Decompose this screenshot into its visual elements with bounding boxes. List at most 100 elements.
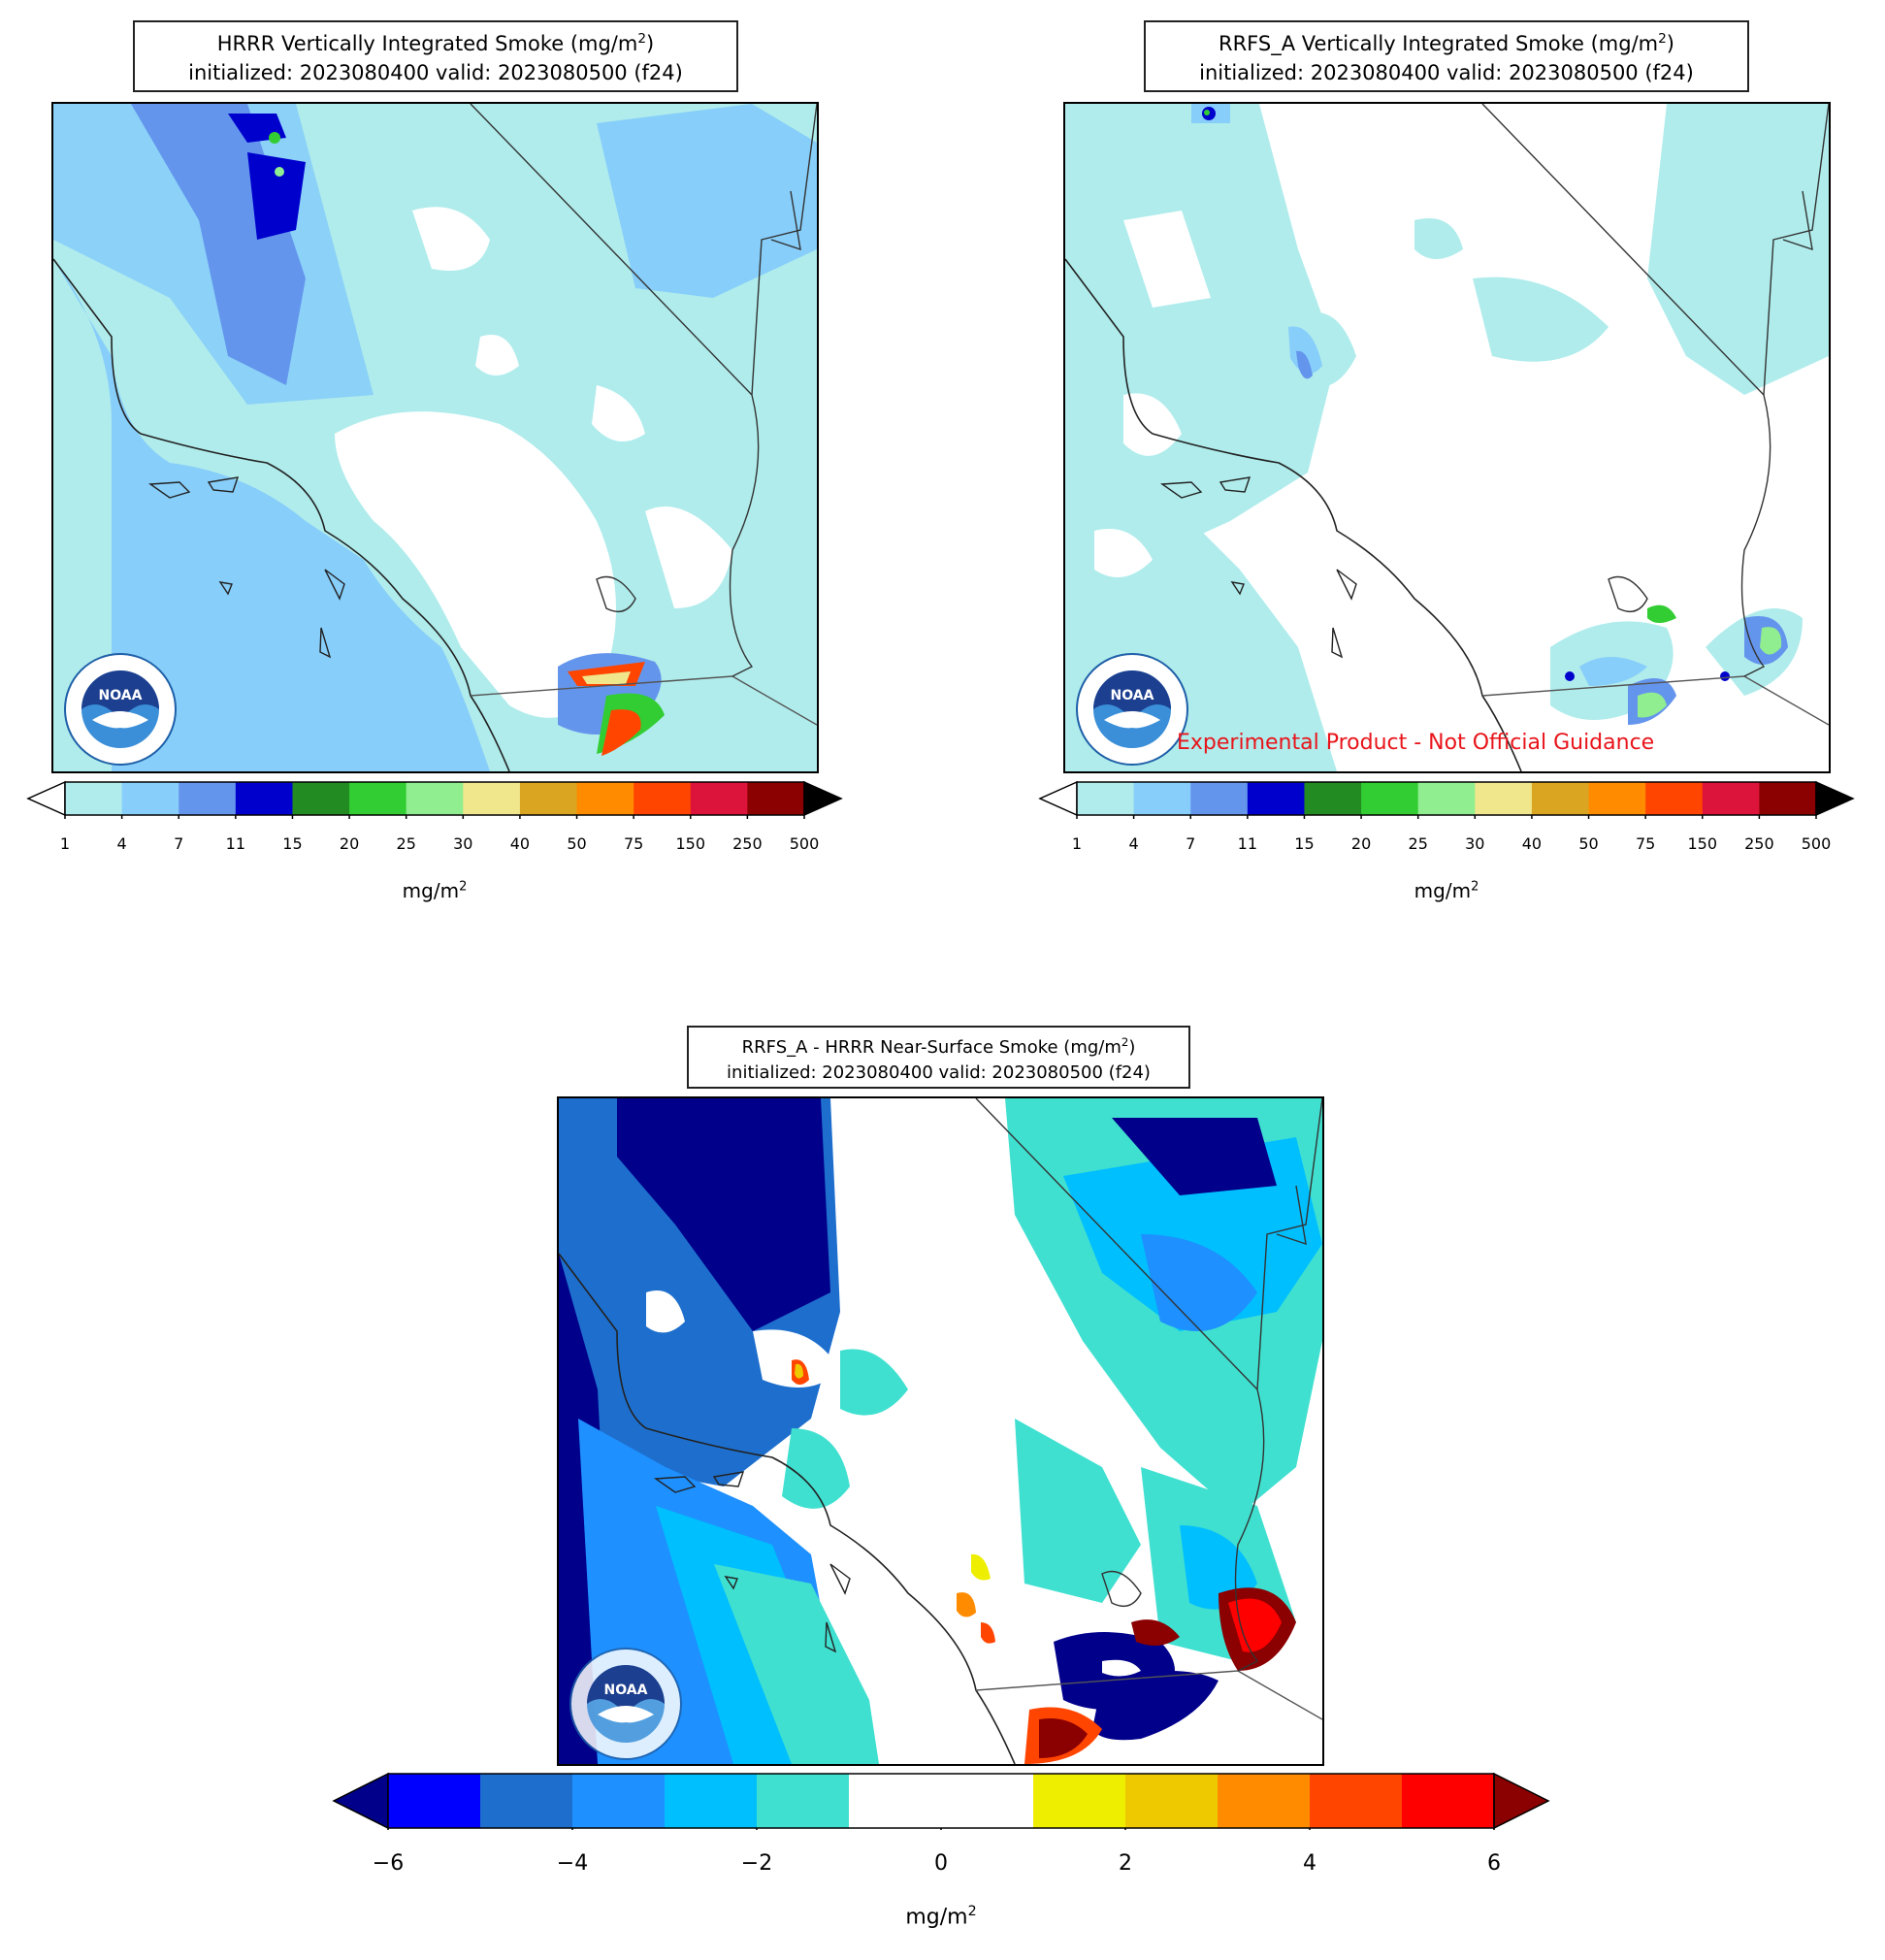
rrfs-unit-sup: 2 xyxy=(1471,879,1479,895)
colorbar-segment xyxy=(463,782,521,815)
colorbar-tick-label: 1 xyxy=(59,834,71,853)
colorbar-tick-label: 50 xyxy=(567,834,587,853)
colorbar-tick-label: 4 xyxy=(1128,834,1139,853)
colorbar-over-arrow xyxy=(1493,1772,1550,1830)
colorbar-frame xyxy=(1076,781,1817,816)
colorbar-segment xyxy=(1133,782,1191,815)
colorbar-segment xyxy=(1475,782,1533,815)
rrfs-colorbar xyxy=(1036,780,1856,821)
colorbar-segment xyxy=(349,782,407,815)
colorbar-segment xyxy=(480,1774,573,1828)
hrrr-ne-smoke xyxy=(597,104,817,298)
colorbar-tick-label: 15 xyxy=(282,834,303,853)
colorbar-tick-label: 40 xyxy=(509,834,531,853)
rrfs-colorbar-unit: mg/m2 xyxy=(1414,879,1479,902)
colorbar-tick-label: 30 xyxy=(1465,834,1485,853)
diff-map-canvas xyxy=(559,1098,1322,1764)
hrrr-noaa-logo: NOAA xyxy=(63,652,178,767)
colorbar-frame xyxy=(64,781,805,816)
diff-coastline xyxy=(559,1253,1016,1764)
diff-colorbar xyxy=(330,1772,1552,1836)
noaa-logo-text: NOAA xyxy=(604,1682,648,1698)
colorbar-segment xyxy=(1702,782,1760,815)
hrrr-unit-text: mg/m xyxy=(402,879,460,902)
colorbar-tick-label: 150 xyxy=(675,834,706,853)
rrfs-channel-islands xyxy=(1159,476,1251,499)
colorbar-segment xyxy=(1645,782,1704,815)
hrrr-border-mexico xyxy=(470,675,733,697)
diff-title-close: ) xyxy=(1128,1037,1136,1058)
rrfs-noaa-logo: NOAA xyxy=(1075,652,1189,767)
colorbar-segment xyxy=(179,782,237,815)
colorbar-segment xyxy=(1033,1774,1126,1828)
colorbar-over-arrow xyxy=(803,780,843,817)
hrrr-state-border xyxy=(470,104,753,396)
colorbar-segment xyxy=(1304,782,1362,815)
colorbar-tick-label: 50 xyxy=(1578,834,1599,853)
colorbar-tick-label: 500 xyxy=(789,834,820,853)
rrfs-state-border xyxy=(1481,104,1765,396)
colorbar-tick-label: 20 xyxy=(1350,834,1372,853)
hrrr-colorbar-unit: mg/m2 xyxy=(403,879,468,902)
colorbar-tick-label: 30 xyxy=(453,834,473,853)
colorbar-segment xyxy=(1247,782,1305,815)
noaa-logo-text: NOAA xyxy=(99,688,143,703)
colorbar-segment xyxy=(941,1774,1034,1828)
diff-title: RRFS_A - HRRR Near-Surface Smoke (mg/m2)… xyxy=(687,1026,1190,1089)
colorbar-tick-label: 6 xyxy=(1487,1851,1501,1876)
rrfs-title-close: ) xyxy=(1666,32,1674,55)
rrfs-salton-sea xyxy=(1608,575,1648,612)
diff-unit-text: mg/m xyxy=(905,1905,968,1930)
colorbar-under-arrow xyxy=(26,780,66,817)
colorbar-tick-label: 15 xyxy=(1294,834,1315,853)
hrrr-title-line1: HRRR Vertically Integrated Smoke (mg/m xyxy=(216,32,638,55)
colorbar-segment xyxy=(65,782,123,815)
colorbar-under-arrow xyxy=(332,1772,389,1830)
rrfs-border-mexico xyxy=(1481,675,1745,697)
hrrr-title-sup: 2 xyxy=(637,31,647,47)
colorbar-tick-label: 11 xyxy=(225,834,246,853)
colorbar-segment xyxy=(572,1774,666,1828)
colorbar-tick-label: 40 xyxy=(1521,834,1543,853)
colorbar-tick-label: 4 xyxy=(116,834,127,853)
rrfs-title-line2: initialized: 2023080400 valid: 202308050… xyxy=(1199,61,1694,84)
experimental-disclaimer: Experimental Product - Not Official Guid… xyxy=(1177,731,1655,755)
hrrr-colorbar-graphic xyxy=(26,780,843,821)
hrrr-salton-sea xyxy=(596,575,636,612)
colorbar-segment xyxy=(665,1774,758,1828)
colorbar-segment xyxy=(1402,1774,1495,1828)
colorbar-segment xyxy=(235,782,293,815)
colorbar-segment xyxy=(1531,782,1590,815)
colorbar-segment xyxy=(292,782,350,815)
hrrr-colorbar xyxy=(24,780,844,821)
colorbar-segment xyxy=(1588,782,1646,815)
colorbar-tick-label: 75 xyxy=(1635,834,1656,853)
diff-state-border xyxy=(975,1098,1258,1390)
colorbar-tick-label: 25 xyxy=(1408,834,1428,853)
rrfs-title-line1: RRFS_A Vertically Integrated Smoke (mg/m xyxy=(1218,32,1659,55)
hrrr-ocean-smoke xyxy=(53,259,490,771)
hrrr-channel-islands xyxy=(147,476,240,499)
colorbar-segment xyxy=(1125,1774,1219,1828)
colorbar-segment xyxy=(634,782,692,815)
colorbar-segment xyxy=(388,1774,481,1828)
colorbar-segment xyxy=(1077,782,1135,815)
hrrr-clear-area xyxy=(335,411,616,718)
hrrr-coastline xyxy=(53,258,510,771)
rrfs-title: RRFS_A Vertically Integrated Smoke (mg/m… xyxy=(1144,20,1749,92)
hrrr-title-close: ) xyxy=(646,32,655,55)
diff-border-mexico xyxy=(975,1670,1239,1691)
rrfs-smoke-map: NOAA Experimental Product - Not Official… xyxy=(1063,102,1831,773)
noaa-logo-icon: NOAA xyxy=(64,653,177,766)
colorbar-tick-label: −6 xyxy=(372,1851,405,1876)
colorbar-tick-label: 25 xyxy=(396,834,416,853)
hrrr-title-line2: initialized: 2023080400 valid: 202308050… xyxy=(188,61,683,84)
colorbar-tick-label: 150 xyxy=(1687,834,1718,853)
diff-noaa-logo: NOAA xyxy=(569,1647,683,1761)
colorbar-segment xyxy=(747,782,805,815)
colorbar-segment xyxy=(1190,782,1249,815)
colorbar-tick-label: −2 xyxy=(740,1851,773,1876)
colorbar-segment xyxy=(406,782,464,815)
colorbar-tick-label: 7 xyxy=(174,834,184,853)
diff-colorbar-graphic xyxy=(332,1772,1550,1836)
